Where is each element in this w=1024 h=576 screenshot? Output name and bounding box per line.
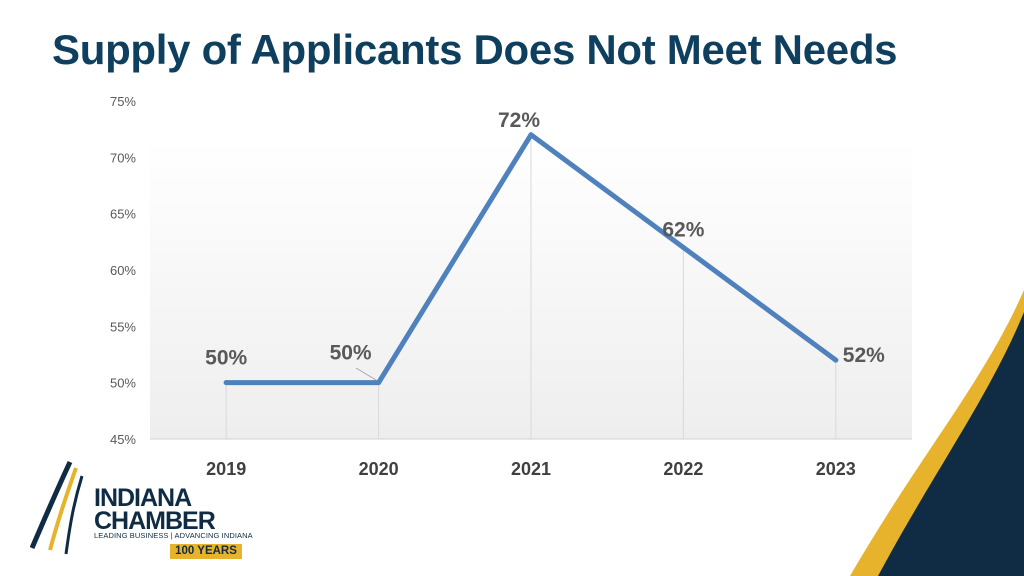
data-label: 52% [843, 344, 885, 367]
corner-decoration [850, 290, 1024, 576]
data-labels: 50% 50% 72% 62% 52% [205, 109, 885, 370]
y-tick-label: 65% [110, 207, 136, 222]
leader-line [355, 367, 377, 381]
y-axis: 45% 50% 55% 60% 65% 70% 75% [110, 94, 136, 447]
data-point [376, 380, 382, 386]
data-point [223, 380, 229, 386]
data-point [680, 244, 686, 250]
x-axis: 2019 2020 2021 2022 2023 [206, 459, 856, 479]
y-tick-label: 45% [110, 432, 136, 447]
x-tick-label: 2021 [511, 459, 551, 479]
slide-title: Supply of Applicants Does Not Meet Needs [52, 26, 898, 73]
y-tick-label: 55% [110, 319, 136, 334]
logo-line2: CHAMBER [94, 507, 216, 535]
y-tick-label: 70% [110, 150, 136, 165]
x-tick-label: 2022 [663, 459, 703, 479]
x-tick-label: 2019 [206, 459, 246, 479]
logo-tagline: LEADING BUSINESS | ADVANCING INDIANA [94, 531, 253, 540]
data-label: 62% [662, 218, 704, 241]
x-tick-label: 2020 [359, 459, 399, 479]
data-point [528, 132, 534, 138]
data-point [833, 357, 839, 363]
indiana-chamber-logo: INDIANA CHAMBER LEADING BUSINESS | ADVAN… [30, 458, 253, 562]
drop-lines [225, 134, 837, 439]
series-line [223, 132, 839, 386]
logo-line1: INDIANA [94, 484, 192, 512]
data-label: 50% [205, 347, 247, 370]
data-label: 50% [330, 342, 372, 365]
y-tick-label: 75% [110, 94, 136, 109]
x-tick-label: 2023 [816, 459, 856, 479]
data-label: 72% [498, 109, 540, 132]
y-tick-label: 60% [110, 263, 136, 278]
logo-badge: 100 YEARS [170, 544, 242, 559]
y-tick-label: 50% [110, 376, 136, 391]
arch-icon [30, 460, 84, 555]
